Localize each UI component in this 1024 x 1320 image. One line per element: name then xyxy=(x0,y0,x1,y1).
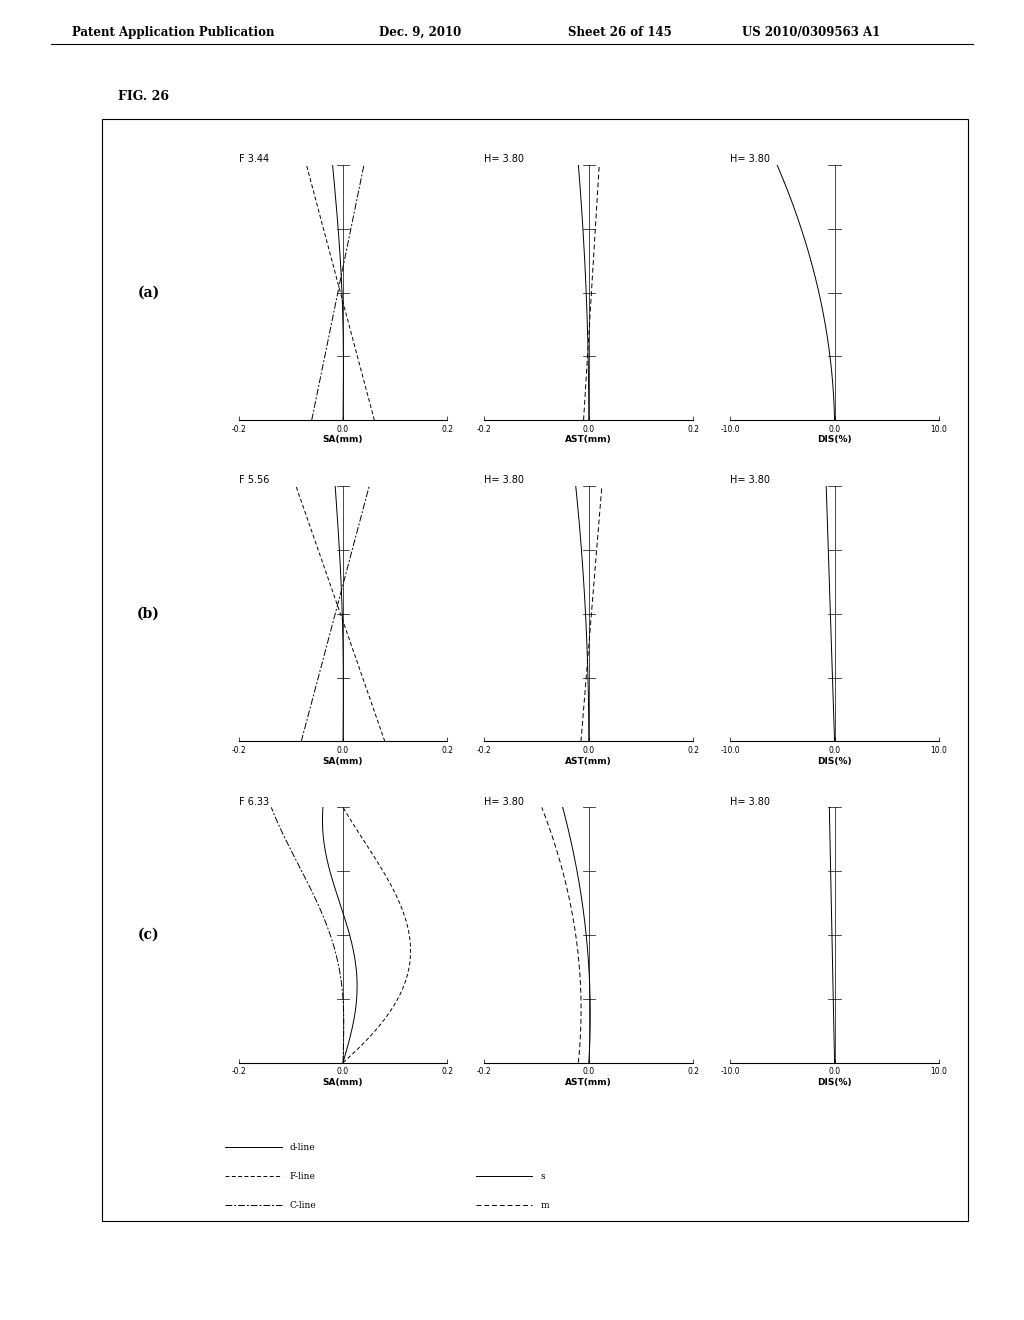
X-axis label: AST(mm): AST(mm) xyxy=(565,436,612,445)
X-axis label: AST(mm): AST(mm) xyxy=(565,756,612,766)
Text: H= 3.80: H= 3.80 xyxy=(730,154,770,164)
X-axis label: DIS(%): DIS(%) xyxy=(817,1078,852,1086)
Text: US 2010/0309563 A1: US 2010/0309563 A1 xyxy=(742,26,881,38)
X-axis label: SA(mm): SA(mm) xyxy=(323,436,364,445)
X-axis label: SA(mm): SA(mm) xyxy=(323,756,364,766)
Text: Dec. 9, 2010: Dec. 9, 2010 xyxy=(379,26,461,38)
Text: F 5.56: F 5.56 xyxy=(239,475,269,486)
Text: F 3.44: F 3.44 xyxy=(239,154,268,164)
Text: (c): (c) xyxy=(137,928,160,942)
Text: F-line: F-line xyxy=(290,1172,315,1180)
Text: H= 3.80: H= 3.80 xyxy=(484,797,524,807)
Text: s: s xyxy=(541,1172,546,1180)
Text: Patent Application Publication: Patent Application Publication xyxy=(72,26,274,38)
Text: (b): (b) xyxy=(137,607,160,620)
Text: H= 3.80: H= 3.80 xyxy=(484,154,524,164)
X-axis label: AST(mm): AST(mm) xyxy=(565,1078,612,1086)
Text: H= 3.80: H= 3.80 xyxy=(484,475,524,486)
Text: (a): (a) xyxy=(137,285,160,300)
Text: FIG. 26: FIG. 26 xyxy=(118,90,169,103)
X-axis label: SA(mm): SA(mm) xyxy=(323,1078,364,1086)
Text: C-line: C-line xyxy=(290,1201,316,1209)
Text: H= 3.80: H= 3.80 xyxy=(730,475,770,486)
X-axis label: DIS(%): DIS(%) xyxy=(817,436,852,445)
Text: m: m xyxy=(541,1201,549,1209)
Text: H= 3.80: H= 3.80 xyxy=(730,797,770,807)
Text: d-line: d-line xyxy=(290,1143,315,1151)
X-axis label: DIS(%): DIS(%) xyxy=(817,756,852,766)
Text: F 6.33: F 6.33 xyxy=(239,797,268,807)
Text: Sheet 26 of 145: Sheet 26 of 145 xyxy=(568,26,672,38)
